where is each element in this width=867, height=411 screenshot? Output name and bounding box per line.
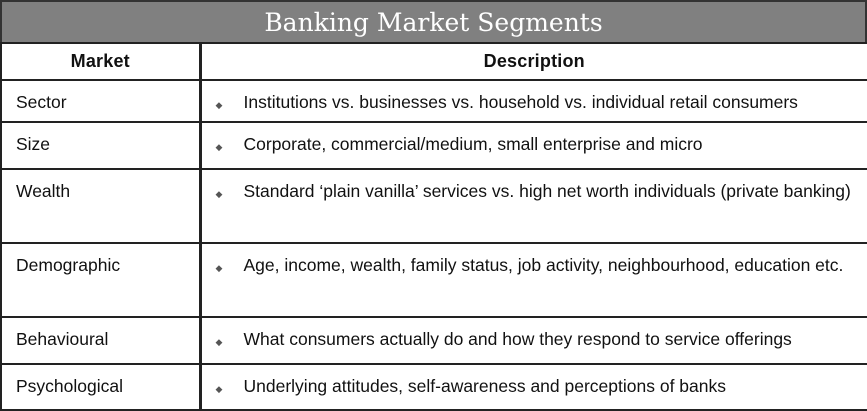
table-row: Wealth ◆ Standard ‘plain vanilla’ servic…	[0, 168, 867, 244]
diamond-bullet-icon: ◆	[215, 384, 223, 394]
diamond-bullet-icon: ◆	[215, 337, 223, 347]
description-cell: ◆ Institutions vs. businesses vs. househ…	[199, 79, 867, 123]
market-cell: Wealth	[0, 168, 202, 244]
market-cell: Behavioural	[0, 316, 202, 365]
description-text: Underlying attitudes, self-awareness and…	[243, 376, 727, 396]
table-row: Sector ◆ Institutions vs. businesses vs.…	[0, 79, 867, 123]
diamond-bullet-icon: ◆	[215, 263, 223, 273]
description-cell: ◆ Age, income, wealth, family status, jo…	[199, 242, 867, 318]
description-text: What consumers actually do and how they …	[243, 329, 792, 349]
market-cell: Size	[0, 121, 202, 170]
header-row: Market Description	[0, 42, 867, 81]
description-cell: ◆ What consumers actually do and how the…	[199, 316, 867, 365]
description-text: Standard ‘plain vanilla’ services vs. hi…	[243, 181, 851, 201]
table-row: Demographic ◆ Age, income, wealth, famil…	[0, 242, 867, 318]
description-cell: ◆ Underlying attitudes, self-awareness a…	[199, 363, 867, 411]
table-row: Psychological ◆ Underlying attitudes, se…	[0, 363, 867, 411]
market-cell: Demographic	[0, 242, 202, 318]
description-text: Corporate, commercial/medium, small ente…	[243, 134, 703, 154]
table-title: Banking Market Segments	[0, 0, 867, 42]
diamond-bullet-icon: ◆	[215, 189, 223, 199]
table-row: Size ◆ Corporate, commercial/medium, sma…	[0, 121, 867, 170]
market-cell: Psychological	[0, 363, 202, 411]
segments-table: Market Description Sector ◆ Institutions…	[0, 42, 867, 411]
column-header-market: Market	[0, 42, 202, 81]
description-text: Institutions vs. businesses vs. househol…	[243, 92, 798, 112]
column-header-description: Description	[199, 42, 867, 81]
market-cell: Sector	[0, 79, 202, 123]
description-cell: ◆ Standard ‘plain vanilla’ services vs. …	[199, 168, 867, 244]
table-row: Behavioural ◆ What consumers actually do…	[0, 316, 867, 365]
description-cell: ◆ Corporate, commercial/medium, small en…	[199, 121, 867, 170]
description-text: Age, income, wealth, family status, job …	[243, 255, 844, 275]
diamond-bullet-icon: ◆	[215, 100, 223, 110]
diamond-bullet-icon: ◆	[215, 142, 223, 152]
